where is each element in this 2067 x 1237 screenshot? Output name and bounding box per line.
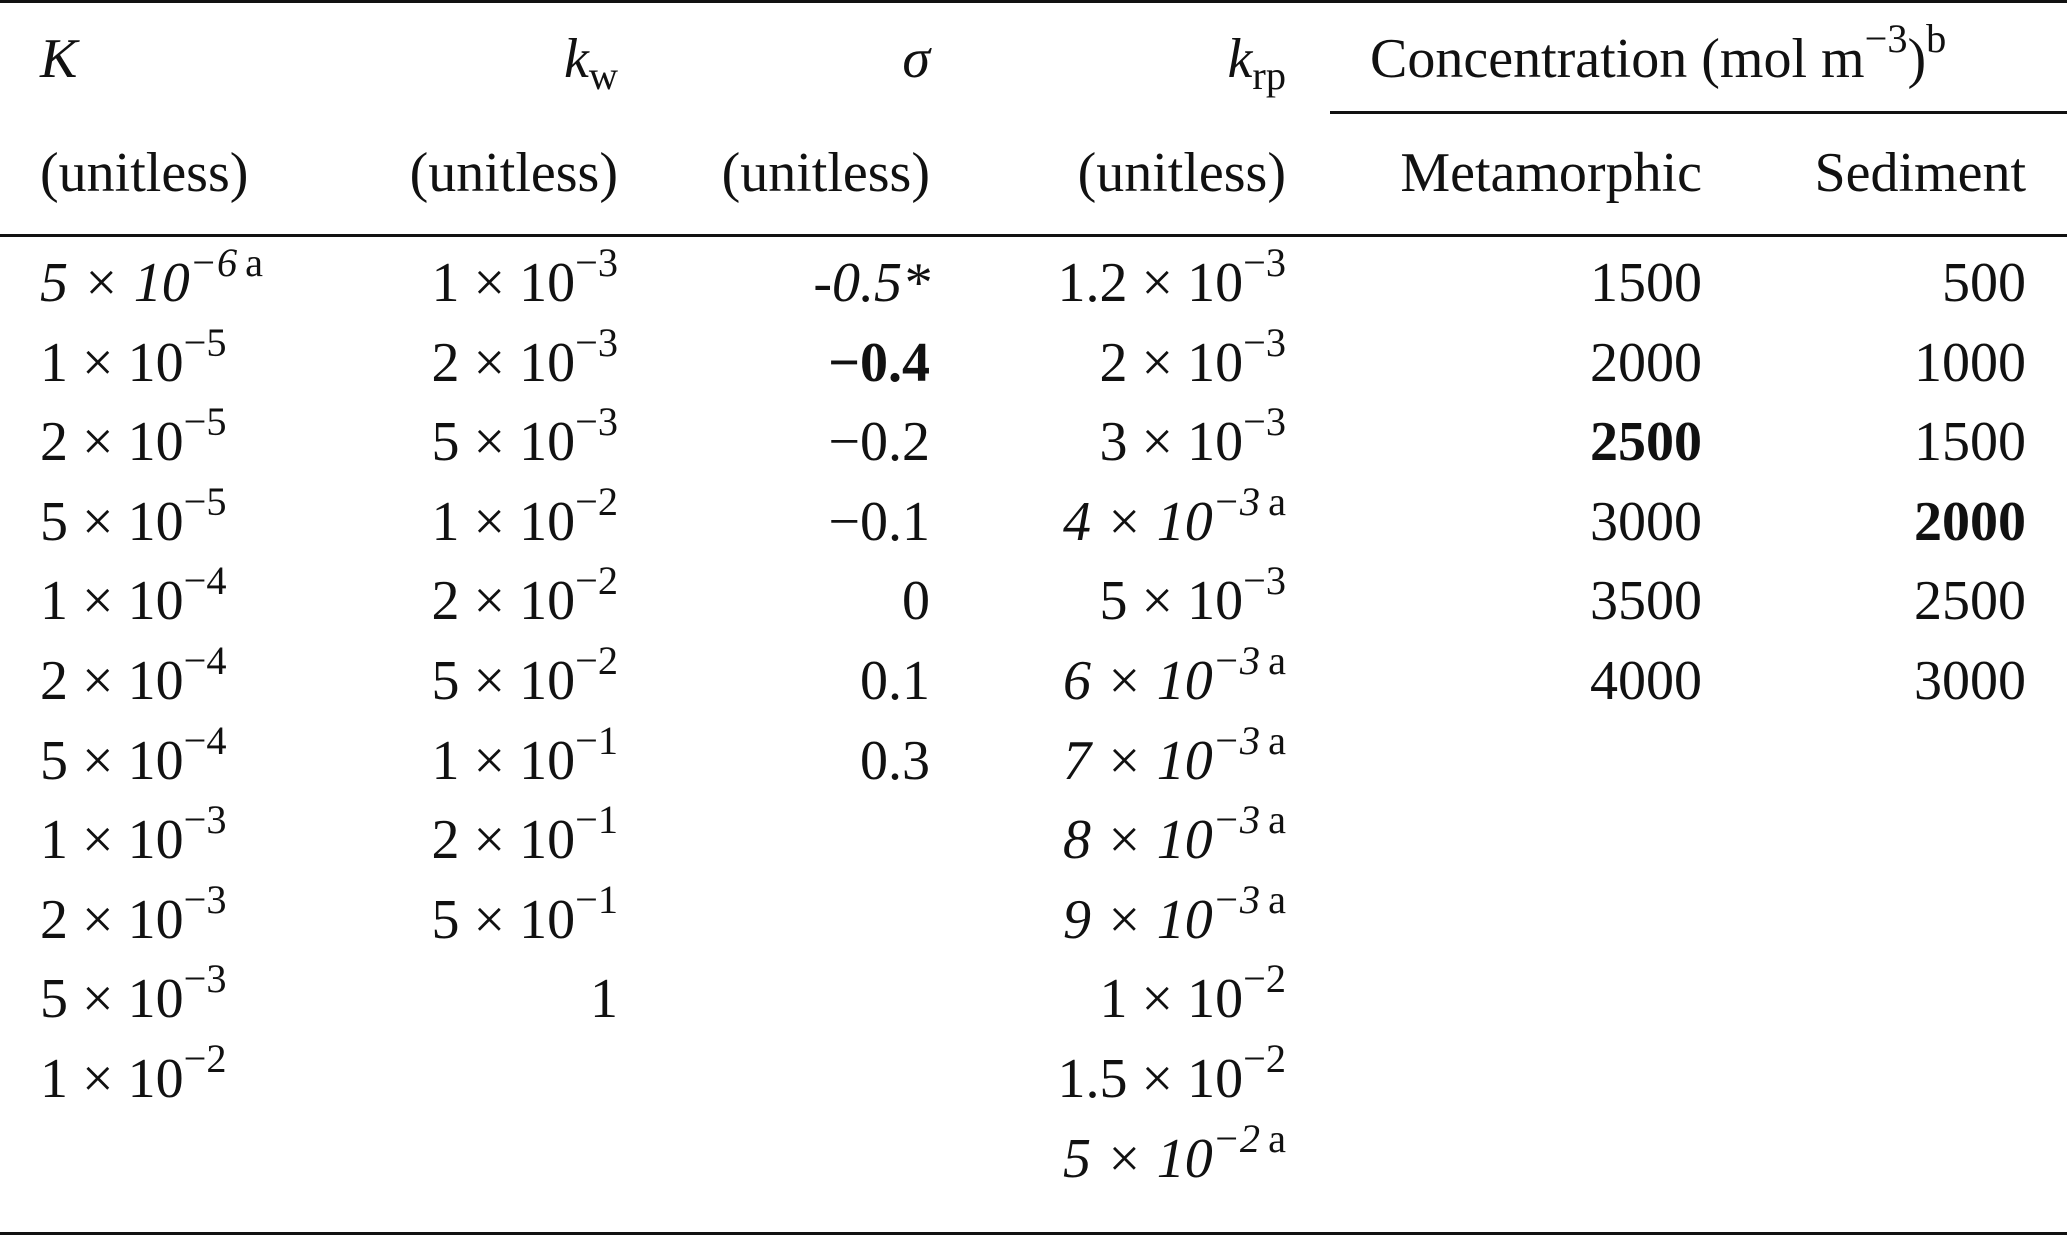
cell-K-1: 1 × 10−5 bbox=[40, 319, 227, 394]
cell-K-10: 1 × 10−2 bbox=[40, 1036, 227, 1110]
cell-sigma-6: 0.3 bbox=[860, 729, 930, 792]
cell-K-9: 5 × 10−3 bbox=[40, 956, 227, 1031]
cell-kw-2: 5 × 10−3 bbox=[431, 399, 619, 474]
cell-krp-5: 6 × 10−3 a bbox=[1062, 638, 1286, 712]
cell-sediment-2: 1500 bbox=[1914, 411, 2026, 474]
cell-sigma-3: −0.1 bbox=[828, 490, 930, 553]
cell-sigma-4: 0 bbox=[902, 570, 930, 633]
cell-K-5: 2 × 10−4 bbox=[40, 638, 227, 712]
cell-krp-11: 5 × 10−2 a bbox=[1062, 1115, 1286, 1190]
cell-sediment-1: 1000 bbox=[1914, 331, 2026, 394]
cell-sediment-5: 3000 bbox=[1914, 650, 2026, 712]
cell-krp-1: 2 × 10−3 bbox=[1099, 319, 1287, 394]
concentration-subheader-rule bbox=[1330, 111, 2067, 114]
cell-krp-8: 9 × 10−3 a bbox=[1062, 876, 1286, 951]
header-sediment: Sediment bbox=[1814, 142, 2026, 204]
header-concentration: Concentration (mol m−3)b bbox=[1370, 16, 1947, 90]
cell-K-4: 1 × 10−4 bbox=[40, 558, 227, 633]
cell-sigma-1: −0.4 bbox=[828, 331, 930, 394]
cell-metamorphic-4: 3500 bbox=[1590, 570, 1702, 633]
cell-krp-2: 3 × 10−3 bbox=[1099, 399, 1287, 474]
cell-sigma-2: −0.2 bbox=[828, 411, 930, 474]
cell-K-6: 5 × 10−4 bbox=[40, 717, 227, 792]
header-krp-unit: (unitless) bbox=[1077, 142, 1286, 204]
cell-kw-6: 1 × 10−1 bbox=[431, 717, 619, 792]
cell-K-7: 1 × 10−3 bbox=[40, 797, 227, 872]
cell-kw-3: 1 × 10−2 bbox=[431, 478, 619, 553]
cell-krp-7: 8 × 10−3 a bbox=[1062, 797, 1286, 872]
cell-sigma-5: 0.1 bbox=[860, 650, 930, 712]
cell-metamorphic-2: 2500 bbox=[1590, 411, 1702, 474]
cell-kw-1: 2 × 10−3 bbox=[431, 319, 619, 394]
header-bottom-rule bbox=[0, 234, 2067, 237]
cell-K-2: 2 × 10−5 bbox=[40, 399, 227, 474]
cell-krp-4: 5 × 10−3 bbox=[1099, 558, 1287, 633]
cell-metamorphic-5: 4000 bbox=[1590, 650, 1702, 712]
header-metamorphic: Metamorphic bbox=[1400, 142, 1702, 204]
header-krp: krp bbox=[1227, 28, 1286, 99]
cell-krp-0: 1.2 × 10−3 bbox=[1057, 240, 1287, 314]
cell-K-0: 5 × 10−6 a bbox=[40, 240, 264, 314]
cell-krp-3: 4 × 10−3 a bbox=[1062, 478, 1286, 553]
cell-kw-9: 1 bbox=[590, 968, 618, 1031]
cell-sediment-3: 2000 bbox=[1914, 490, 2026, 553]
header-sigma-unit: (unitless) bbox=[721, 142, 930, 204]
cell-sediment-4: 2500 bbox=[1914, 570, 2026, 633]
cell-krp-10: 1.5 × 10−2 bbox=[1057, 1036, 1287, 1110]
cell-kw-5: 5 × 10−2 bbox=[431, 638, 619, 712]
cell-kw-0: 1 × 10−3 bbox=[431, 240, 619, 314]
cell-metamorphic-3: 3000 bbox=[1590, 490, 1702, 553]
bottom-rule bbox=[0, 1232, 2067, 1235]
header-sigma: σ bbox=[902, 28, 930, 90]
header-kw: kw bbox=[564, 28, 618, 99]
cell-krp-9: 1 × 10−2 bbox=[1099, 956, 1287, 1031]
top-rule bbox=[0, 0, 2067, 3]
header-kw-unit: (unitless) bbox=[409, 142, 618, 204]
cell-kw-4: 2 × 10−2 bbox=[431, 558, 619, 633]
cell-sigma-0: -0.5* bbox=[813, 252, 930, 314]
cell-kw-8: 5 × 10−1 bbox=[431, 876, 619, 951]
cell-krp-6: 7 × 10−3 a bbox=[1062, 717, 1286, 792]
cell-metamorphic-0: 1500 bbox=[1590, 252, 1702, 314]
cell-K-8: 2 × 10−3 bbox=[40, 876, 227, 951]
cell-sediment-0: 500 bbox=[1942, 252, 2026, 314]
header-K-unit: (unitless) bbox=[40, 142, 249, 204]
cell-kw-7: 2 × 10−1 bbox=[431, 797, 619, 872]
cell-K-3: 5 × 10−5 bbox=[40, 478, 227, 553]
header-K: K bbox=[40, 28, 78, 90]
cell-metamorphic-1: 2000 bbox=[1590, 331, 1702, 394]
